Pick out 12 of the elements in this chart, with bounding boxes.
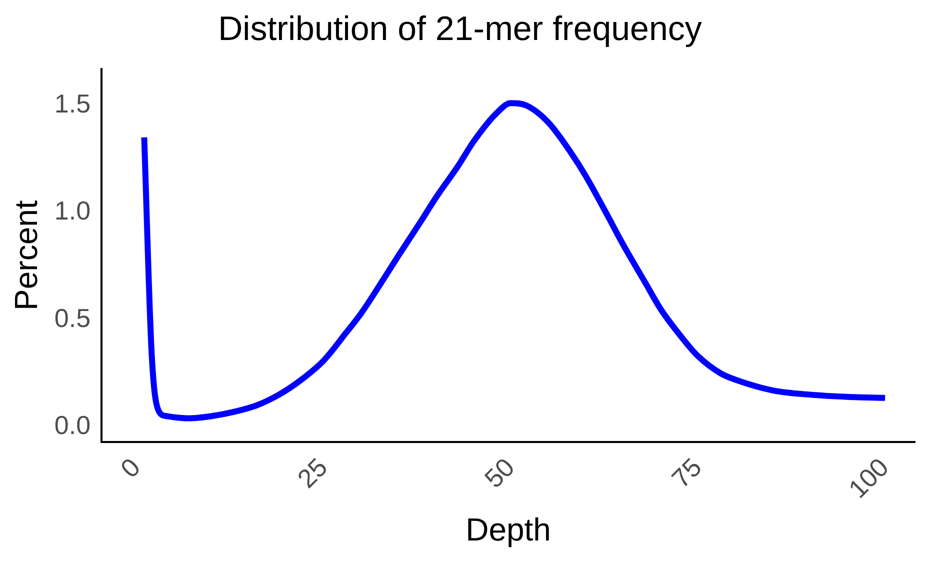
y-axis-title: Percent — [8, 200, 44, 310]
x-tick-label: 75 — [666, 452, 708, 494]
x-axis-title: Depth — [466, 512, 551, 548]
y-tick-label: 0.5 — [54, 302, 91, 333]
x-tick-label: 25 — [291, 452, 334, 494]
x-tick-label: 50 — [478, 452, 520, 494]
y-tick-label: 1.5 — [54, 88, 91, 118]
chart-title: Distribution of 21-mer frequency — [218, 10, 702, 48]
y-tick-label: 0.0 — [54, 410, 91, 440]
y-tick-label: 1.0 — [54, 196, 91, 226]
x-tick-label: 100 — [842, 452, 894, 504]
x-tick-label: 0 — [114, 452, 146, 484]
